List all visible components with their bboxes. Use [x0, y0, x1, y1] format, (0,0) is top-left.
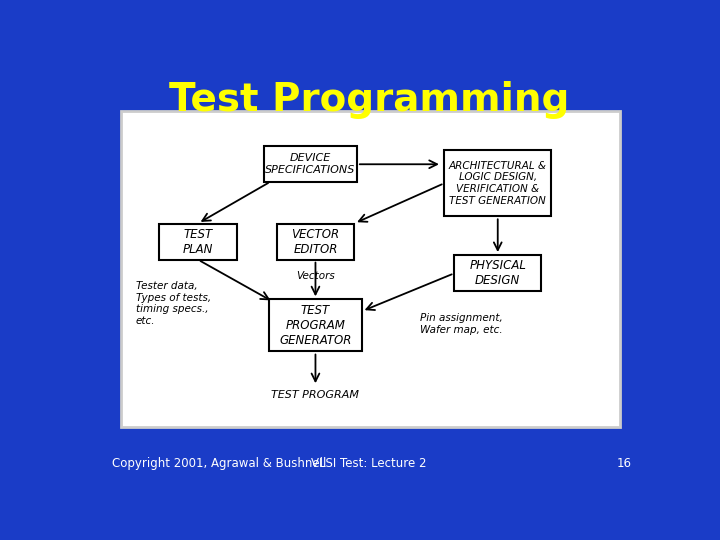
Text: DEVICE
SPECIFICATIONS: DEVICE SPECIFICATIONS [265, 153, 356, 175]
Text: TEST
PLAN: TEST PLAN [183, 228, 213, 255]
Text: Pin assignment,
Wafer map, etc.: Pin assignment, Wafer map, etc. [420, 313, 503, 335]
Text: TEST PROGRAM: TEST PROGRAM [271, 390, 359, 400]
Bar [269, 299, 361, 352]
Bar [264, 146, 356, 183]
Bar [121, 111, 620, 427]
Text: ARCHITECTURAL &
LOGIC DESIGN,
VERIFICATION &
TEST GENERATION: ARCHITECTURAL & LOGIC DESIGN, VERIFICATI… [449, 161, 546, 206]
Bar [276, 224, 354, 260]
Text: VECTOR
EDITOR: VECTOR EDITOR [292, 228, 340, 255]
Bar [454, 255, 541, 292]
Bar [159, 224, 237, 260]
Text: 16: 16 [616, 457, 631, 470]
Text: Tester data,
Types of tests,
timing specs.,
etc.: Tester data, Types of tests, timing spec… [135, 281, 211, 326]
Text: Vectors: Vectors [296, 272, 335, 281]
Text: Copyright 2001, Agrawal & Bushnell: Copyright 2001, Agrawal & Bushnell [112, 457, 327, 470]
Text: TEST
PROGRAM
GENERATOR: TEST PROGRAM GENERATOR [279, 304, 351, 347]
Text: VLSI Test: Lecture 2: VLSI Test: Lecture 2 [311, 457, 427, 470]
Text: Test Programming: Test Programming [168, 81, 570, 119]
Text: PHYSICAL
DESIGN: PHYSICAL DESIGN [469, 259, 526, 287]
Bar [444, 150, 552, 217]
